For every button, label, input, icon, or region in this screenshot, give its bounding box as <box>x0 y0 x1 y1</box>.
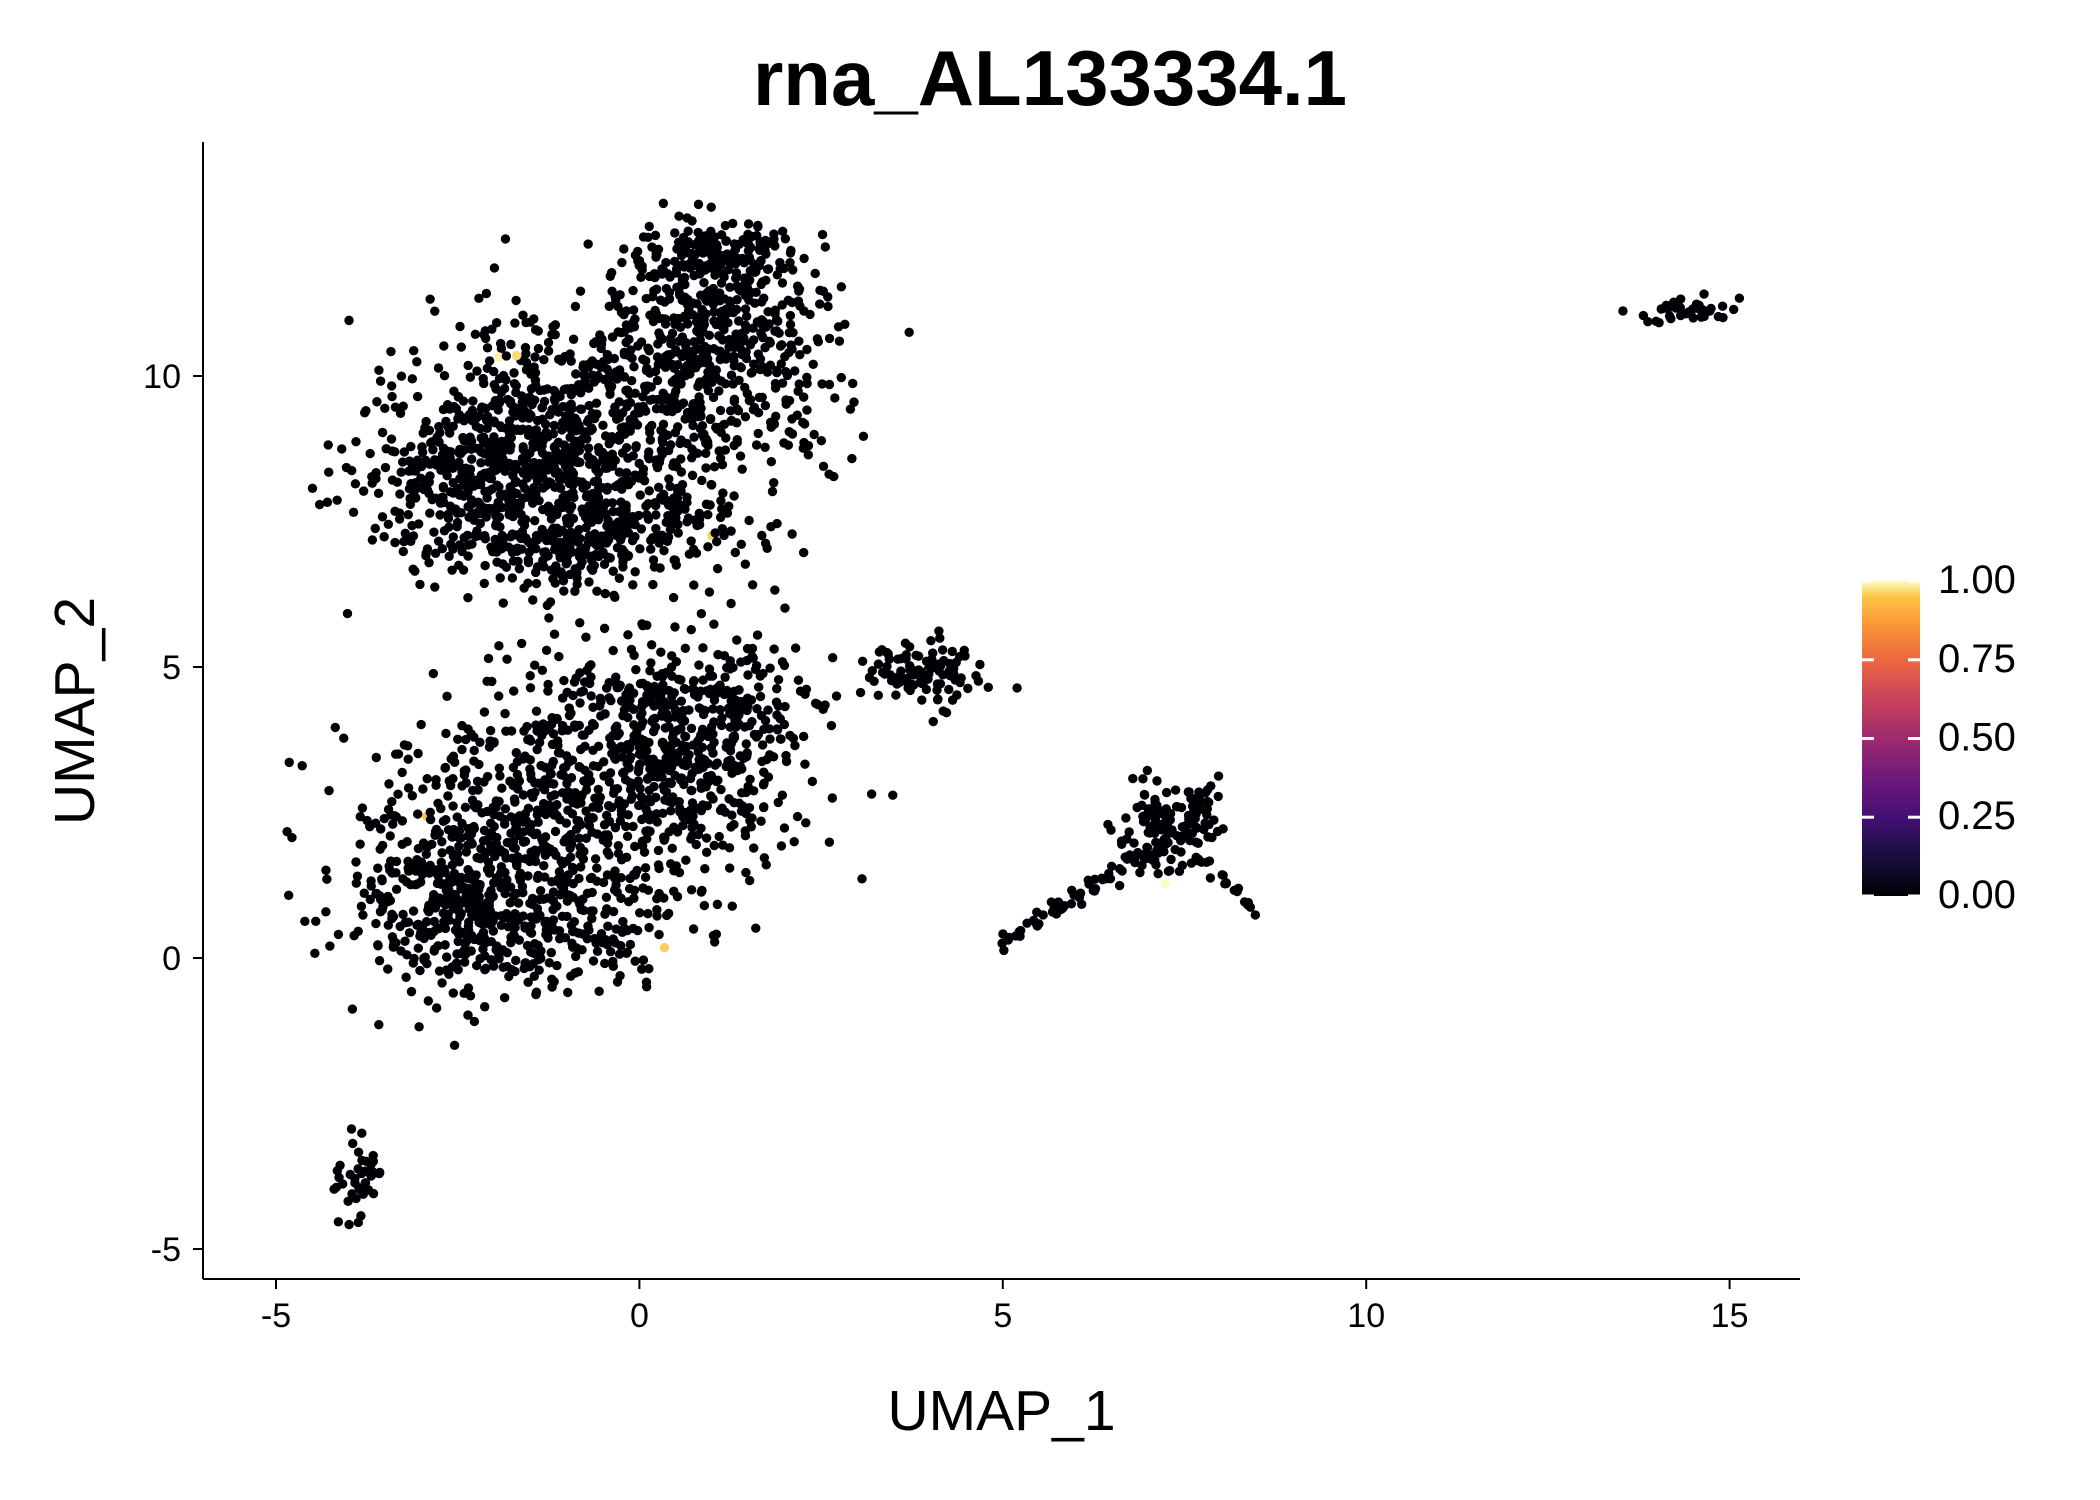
svg-text:0.25: 0.25 <box>1938 794 2016 838</box>
svg-text:-5: -5 <box>261 1297 291 1335</box>
svg-text:5: 5 <box>993 1297 1012 1335</box>
svg-text:15: 15 <box>1711 1297 1749 1335</box>
svg-text:-5: -5 <box>151 1231 181 1269</box>
svg-text:0.00: 0.00 <box>1938 873 2016 917</box>
svg-text:10: 10 <box>143 358 181 396</box>
svg-text:0: 0 <box>162 940 181 978</box>
svg-text:0.50: 0.50 <box>1938 716 2016 760</box>
svg-text:0: 0 <box>630 1297 649 1335</box>
svg-text:10: 10 <box>1347 1297 1385 1335</box>
svg-text:0.75: 0.75 <box>1938 637 2016 681</box>
svg-text:5: 5 <box>162 649 181 687</box>
svg-text:1.00: 1.00 <box>1938 558 2016 602</box>
